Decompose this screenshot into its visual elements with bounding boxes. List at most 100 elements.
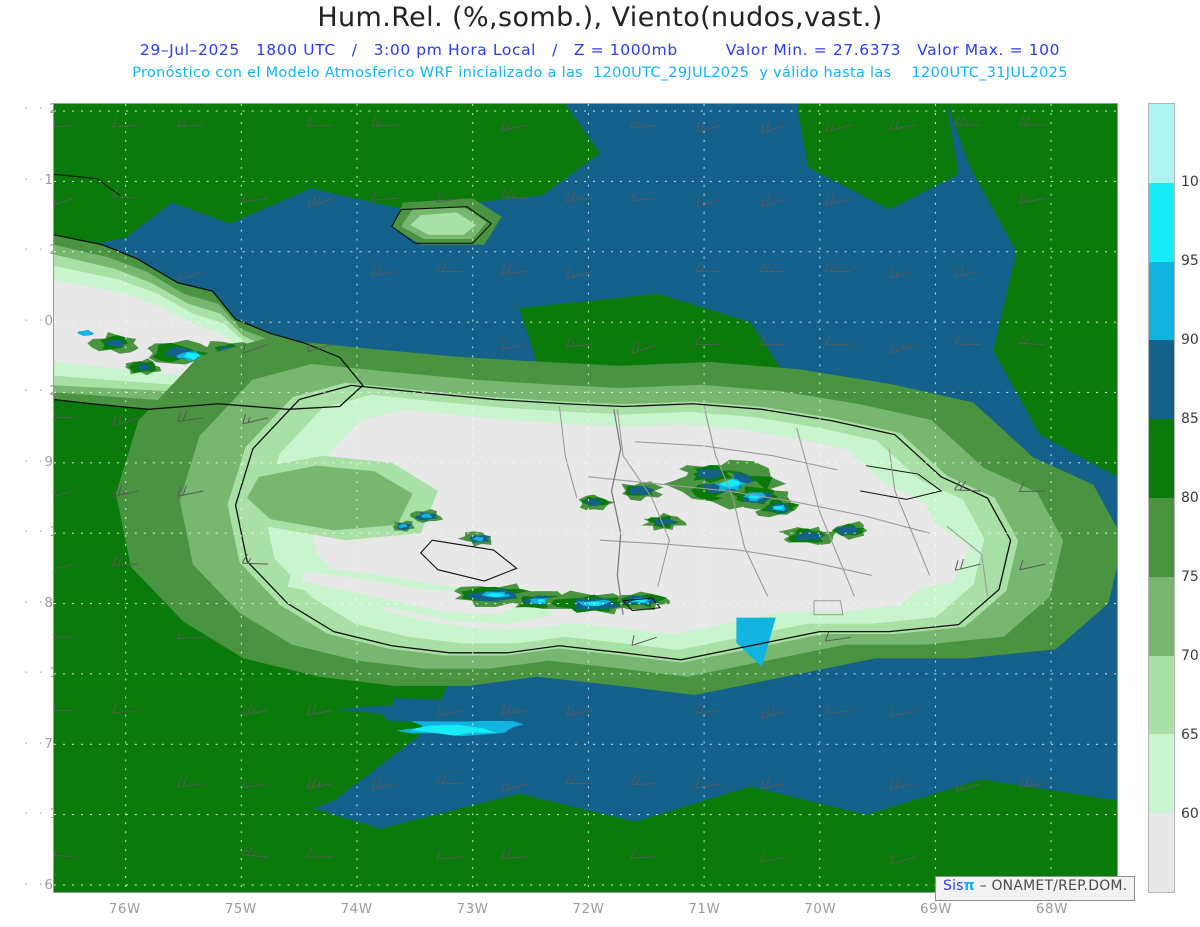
colorbar-band-60-65 xyxy=(1149,734,1174,814)
wind-barb xyxy=(889,777,916,790)
wind-barb xyxy=(759,335,787,346)
haiti-spot-core xyxy=(471,536,484,542)
wind-barb xyxy=(565,705,592,717)
wind-barb xyxy=(54,705,74,712)
wind-barb xyxy=(565,337,592,348)
value-min: Valor Min. = 27.6373 xyxy=(725,41,902,59)
wind-barb xyxy=(759,262,787,272)
wind-barb xyxy=(436,192,463,203)
wind-barb xyxy=(242,413,269,425)
wind-barb xyxy=(1018,115,1046,126)
colorbar-band-<60 xyxy=(1149,813,1174,892)
wind-barb xyxy=(54,412,74,419)
wind-barb xyxy=(112,187,139,199)
ocean-streak xyxy=(729,209,820,227)
admin-border-8 xyxy=(558,406,578,499)
wind-barb xyxy=(824,335,851,346)
x-axis-tick-75W: 75W xyxy=(224,901,257,917)
wind-barb xyxy=(112,485,139,498)
haiti-spot-core xyxy=(398,523,408,529)
colorbar-band-75-80 xyxy=(1149,497,1174,577)
ocean-streak xyxy=(606,726,794,747)
wind-barb xyxy=(630,848,657,859)
forecast-local-time: 3:00 pm Hora Local xyxy=(373,41,537,59)
colorbar-label-65: 65 xyxy=(1181,727,1199,743)
wind-barb xyxy=(825,193,852,206)
wind-barb xyxy=(954,559,981,571)
wind-barb xyxy=(501,781,528,793)
wind-barb xyxy=(695,262,722,272)
colorbar-label-90: 90 xyxy=(1181,332,1199,348)
wind-barb xyxy=(761,121,787,134)
separator-slash-1: / xyxy=(351,41,358,59)
wind-barb xyxy=(565,191,592,203)
humid-band-east xyxy=(946,104,1117,477)
weather-map-plot[interactable] xyxy=(53,103,1118,893)
x-axis-tick-74W: 74W xyxy=(340,901,373,917)
page-title: Hum.Rel. (%,somb.), Viento(nudos,vast.) xyxy=(317,2,883,33)
wind-barb xyxy=(113,414,139,427)
model-description: Pronóstico con el Modelo Atmosferico WRF… xyxy=(132,65,584,81)
forecast-meta-line: 29–Jul–2025 1800 UTC / 3:00 pm Hora Local / Z… xyxy=(0,41,1200,59)
wind-barb xyxy=(695,335,722,346)
colorbar xyxy=(1148,103,1175,893)
wind-barb xyxy=(890,267,916,279)
wind-barb xyxy=(761,706,787,720)
provider-watermark: Sisπ – ONAMET/REP.DOM. xyxy=(935,876,1136,901)
island-inner xyxy=(410,212,477,235)
wind-barb xyxy=(371,116,398,127)
wind-barb xyxy=(54,490,74,497)
wind-barb xyxy=(241,778,269,789)
model-valid-text: y válido hasta las xyxy=(759,65,892,81)
wind-barb xyxy=(631,635,657,646)
colorbar-label-60: 60 xyxy=(1181,806,1199,822)
admin-border-0 xyxy=(616,409,670,587)
wet-cell-inner xyxy=(653,518,675,527)
wet-cell-inner xyxy=(583,498,605,507)
wind-barb xyxy=(241,554,269,565)
admin-border-6 xyxy=(634,441,838,471)
wind-barb xyxy=(54,850,74,858)
wind-barb xyxy=(306,116,333,127)
wind-barb xyxy=(112,703,139,714)
wind-barb xyxy=(306,847,333,858)
y-tick-marks: · · · xyxy=(24,735,61,752)
colorbar-label-95: 95 xyxy=(1181,253,1199,269)
y-tick-marks: · · · xyxy=(24,312,61,329)
wind-barb xyxy=(824,262,851,272)
cuba-wet-inner xyxy=(135,363,151,371)
ocean-streak xyxy=(182,299,443,331)
admin-border-3 xyxy=(888,448,931,576)
model-valid-time: 1200UTC_31JUL2025 xyxy=(911,65,1068,81)
colorbar-band-70-75 xyxy=(1149,576,1174,656)
colorbar-label-85: 85 xyxy=(1181,411,1199,427)
separator-slash-2: / xyxy=(552,41,558,59)
haiti-spot-core xyxy=(421,513,433,518)
wind-barb xyxy=(825,121,852,133)
y-tick-marks: · · · xyxy=(24,242,61,259)
wind-barb xyxy=(954,115,981,126)
colorbar-band-80-85 xyxy=(1149,419,1174,498)
wet-cell-inner xyxy=(628,486,655,496)
cuba-wet-inner xyxy=(105,339,124,348)
colorbar-label-75: 75 xyxy=(1181,569,1199,585)
wind-barb xyxy=(176,629,204,640)
forecast-level: Z = 1000mb xyxy=(573,41,678,59)
x-axis-tick-73W: 73W xyxy=(456,901,489,917)
wind-barb xyxy=(501,339,528,350)
wind-barb xyxy=(306,704,333,716)
admin-border-4 xyxy=(588,476,930,534)
wind-barb xyxy=(54,636,74,638)
wind-barb xyxy=(500,263,528,275)
wind-barb xyxy=(436,849,463,860)
x-axis-tick-71W: 71W xyxy=(688,901,721,917)
wind-barb xyxy=(500,848,528,860)
dr-dry-plateau xyxy=(594,445,872,587)
wind-barb xyxy=(565,774,592,785)
wind-barb xyxy=(631,341,657,354)
ocean-streak xyxy=(431,277,577,297)
wind-barb xyxy=(889,118,916,131)
wind-barb xyxy=(824,703,852,715)
wind-barb xyxy=(566,268,593,280)
wind-barb xyxy=(1018,334,1046,346)
